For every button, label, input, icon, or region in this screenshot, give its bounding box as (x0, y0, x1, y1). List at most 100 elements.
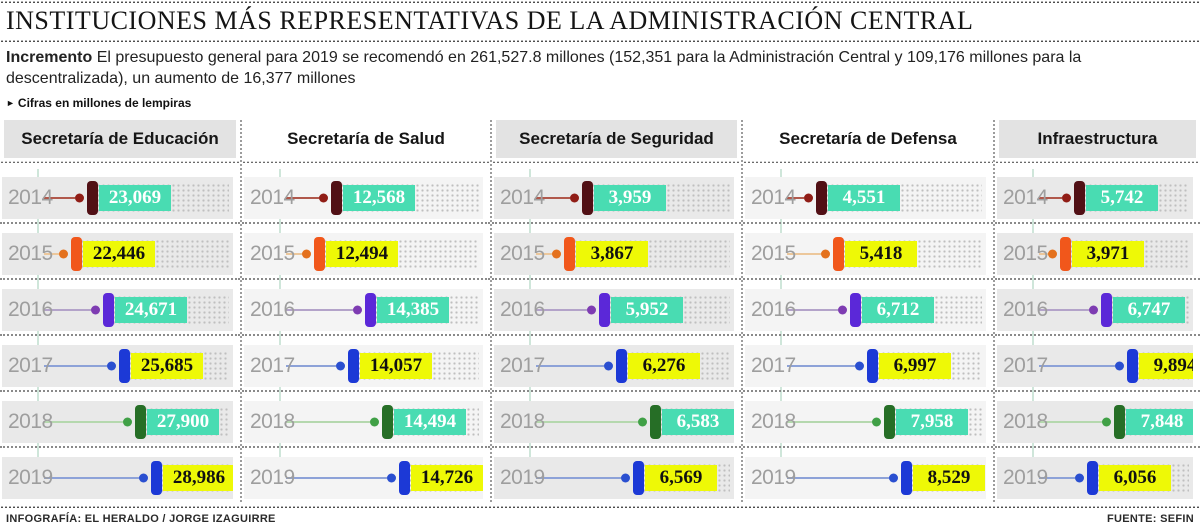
units-note-text: Cifras en millones de lempiras (17, 95, 192, 110)
bar-cap (582, 180, 593, 215)
leader-line (1039, 196, 1062, 199)
note-bullet-icon: ► (6, 97, 15, 108)
table-row: 2014 5,742 (995, 168, 1200, 224)
row-band: 2016 6,747 (997, 288, 1193, 331)
row-band: 2019 8,529 (745, 456, 986, 499)
column-header: Secretaría de Seguridad (496, 119, 737, 158)
value-badge: 3,867 (576, 240, 648, 267)
row-band: 2014 12,568 (244, 176, 483, 219)
table-row: 2015 3,867 (492, 224, 741, 280)
row-band: 2016 6,712 (745, 288, 986, 331)
marker-dot (821, 249, 830, 259)
leader-line (44, 420, 123, 423)
year-label: 2017 (500, 353, 545, 377)
value-badge: 25,685 (131, 352, 203, 379)
year-label: 2018 (1003, 409, 1048, 433)
column: Secretaría de Educación 2014 23,069 2015 22,… (0, 119, 240, 502)
row-band: 2015 3,867 (494, 232, 734, 275)
bar-cap (135, 404, 146, 439)
header-dotted-rule (242, 159, 490, 163)
bar-cap (1060, 236, 1071, 271)
value-badge: 6,056 (1099, 464, 1171, 491)
marker-dot (604, 361, 613, 371)
value-badge: 3,971 (1072, 240, 1144, 267)
leader-line (44, 476, 139, 479)
table-row: 2015 3,971 (995, 224, 1200, 280)
bar-cap (1074, 180, 1085, 215)
leader-line (286, 420, 370, 423)
year-label: 2017 (751, 353, 796, 377)
bar-cap (314, 236, 325, 271)
marker-dot (1115, 361, 1124, 371)
marker-dot (1075, 473, 1084, 483)
year-label: 2017 (1003, 353, 1048, 377)
bar-cap (399, 460, 410, 495)
year-label: 2018 (250, 409, 295, 433)
table-row: 2015 22,446 (0, 224, 240, 280)
year-label: 2019 (8, 465, 53, 489)
leader-line (536, 420, 638, 423)
year-label: 2015 (8, 241, 53, 265)
value-badge: 3,959 (594, 184, 666, 211)
table-row: 2014 3,959 (492, 168, 741, 224)
intro-lead: Incremento (6, 48, 93, 66)
bar-cap (633, 460, 644, 495)
leader-line (286, 476, 387, 479)
marker-dot (139, 473, 148, 483)
table-row: 2016 14,385 (242, 280, 490, 336)
marker-dot (302, 249, 311, 259)
year-label: 2018 (8, 409, 53, 433)
year-label: 2014 (1003, 185, 1048, 209)
marker-dot (1062, 193, 1071, 203)
leader-line (44, 252, 59, 255)
table-row: 2018 7,848 (995, 392, 1200, 448)
table-row: 2017 25,685 (0, 336, 240, 392)
leader-line (787, 420, 872, 423)
column-header: Secretaría de Defensa (779, 128, 957, 148)
marker-dot (804, 193, 813, 203)
table-row: 2018 7,958 (743, 392, 993, 448)
year-label: 2019 (751, 465, 796, 489)
table-row: 2016 24,671 (0, 280, 240, 336)
bar-cap (331, 180, 342, 215)
row-band: 2018 7,958 (745, 400, 986, 443)
leader-line (286, 364, 336, 367)
bar-cap (1127, 348, 1138, 383)
leader-line (536, 476, 621, 479)
year-label: 2014 (8, 185, 53, 209)
year-label: 2019 (500, 465, 545, 489)
marker-dot (353, 305, 362, 315)
marker-dot (1048, 249, 1057, 259)
table-row: 2018 27,900 (0, 392, 240, 448)
bar-cap (382, 404, 393, 439)
value-badge: 24,671 (115, 296, 187, 323)
column: Secretaría de Seguridad 2014 3,959 2015 3,86… (490, 119, 741, 502)
leader-line (286, 252, 302, 255)
marker-dot (872, 417, 881, 427)
marker-dot (570, 193, 579, 203)
leader-line (1039, 308, 1089, 311)
marker-dot (621, 473, 630, 483)
bar-chart: Secretaría de Educación 2014 23,069 2015 22,… (0, 119, 1200, 502)
value-badge: 14,385 (377, 296, 449, 323)
bar-cap (71, 236, 82, 271)
leader-line (1039, 252, 1048, 255)
value-badge: 28,986 (163, 464, 233, 491)
value-badge: 6,997 (879, 352, 951, 379)
table-row: 2014 12,568 (242, 168, 490, 224)
marker-dot (838, 305, 847, 315)
leader-line (1039, 476, 1075, 479)
leader-line (44, 364, 107, 367)
marker-dot (889, 473, 898, 483)
value-badge: 5,952 (611, 296, 683, 323)
rows-area: 2014 23,069 2015 22,446 2016 24,671 2017 25,685… (0, 163, 240, 502)
value-badge: 12,494 (326, 240, 398, 267)
year-label: 2019 (250, 465, 295, 489)
marker-dot (638, 417, 647, 427)
year-label: 2018 (500, 409, 545, 433)
table-row: 2017 6,276 (492, 336, 741, 392)
value-badge: 5,418 (845, 240, 917, 267)
header-dotted-rule (0, 159, 240, 163)
header-dotted-rule (743, 159, 993, 163)
row-band: 2016 14,385 (244, 288, 483, 331)
